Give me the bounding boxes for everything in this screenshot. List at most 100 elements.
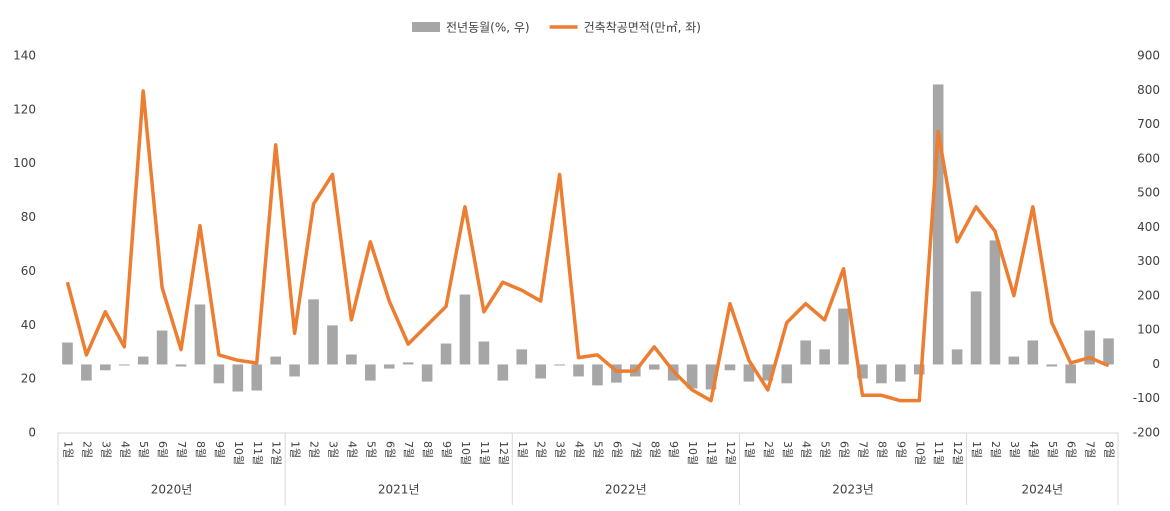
- y2-tick-label: 200: [1137, 288, 1160, 302]
- line: [65, 89, 1110, 403]
- x-tick-label: 6월: [156, 441, 169, 458]
- x-tick-label: 2월: [762, 441, 775, 458]
- bar: [270, 356, 281, 365]
- x-tick-label: 7월: [629, 441, 642, 458]
- bar: [648, 364, 660, 370]
- bar: [1084, 330, 1095, 365]
- x-tick-label: 3월: [1008, 441, 1021, 458]
- x-tick-label: 9월: [667, 441, 680, 458]
- x-tick-label: 5월: [364, 441, 377, 458]
- y-tick-label: 40: [21, 318, 36, 332]
- x-tick-label: 2월: [308, 441, 321, 458]
- x-tick-label: 12월: [270, 441, 283, 465]
- bar: [289, 364, 300, 377]
- y-tick-label: 120: [13, 102, 36, 116]
- bar: [705, 364, 717, 390]
- y-tick-label: 20: [21, 372, 36, 386]
- group-label: 2022년: [605, 483, 647, 497]
- bar: [970, 291, 982, 365]
- x-tick-label: 3월: [554, 441, 567, 458]
- x-tick-label: 9월: [440, 441, 453, 458]
- x-tick-label: 1월: [61, 441, 74, 458]
- bar: [478, 341, 490, 365]
- y2-tick-label: 600: [1137, 151, 1160, 165]
- x-tick-label: 6월: [383, 441, 396, 458]
- bar: [1046, 364, 1058, 367]
- y2-tick-label: 400: [1137, 220, 1160, 234]
- bar: [1065, 364, 1076, 384]
- x-tick-label: 10월: [686, 441, 699, 465]
- bar: [800, 340, 811, 365]
- x-tick-label: 8월: [875, 441, 888, 458]
- x-tick-label: 7월: [1084, 441, 1097, 458]
- x-tick-label: 10월: [913, 441, 926, 465]
- bar: [989, 240, 1001, 365]
- x-tick-label: 11월: [932, 441, 945, 465]
- bar: [781, 364, 793, 384]
- bar: [175, 364, 187, 367]
- x-tick-label: 5월: [1046, 441, 1059, 458]
- bar: [857, 364, 868, 379]
- y2-tick-label: -200: [1133, 426, 1160, 440]
- bar: [213, 364, 225, 384]
- bar: [516, 349, 528, 365]
- bar: [1027, 340, 1039, 365]
- bar: [554, 364, 565, 366]
- bar: [194, 304, 206, 365]
- x-tick-label: 5월: [137, 441, 150, 458]
- y2-tick-label: 800: [1137, 83, 1160, 97]
- bar: [951, 349, 963, 365]
- x-tick-label: 11월: [705, 441, 718, 465]
- x-tick-label: 8월: [648, 441, 661, 458]
- x-tick-label: 2월: [80, 441, 93, 458]
- y2-tick-label: 900: [1137, 49, 1160, 63]
- x-tick-label: 1월: [743, 441, 756, 458]
- y2-tick-label: 700: [1137, 117, 1160, 131]
- bar: [100, 364, 111, 371]
- x-tick-label: 9월: [213, 441, 226, 458]
- y2-tick-label: 300: [1137, 254, 1160, 268]
- y2-tick-label: -100: [1133, 391, 1160, 405]
- x-tick-label: 6월: [838, 441, 851, 458]
- bar: [327, 325, 338, 365]
- x-tick-label: 5월: [819, 441, 832, 458]
- legend-label: 건축착공면적(만㎡, 좌): [584, 21, 701, 35]
- group-label: 2021년: [378, 483, 420, 497]
- x-tick-label: 10월: [459, 441, 472, 465]
- x-tick-label: 11월: [478, 441, 491, 465]
- bar: [365, 364, 376, 381]
- x-tick-label: 5월: [591, 441, 604, 458]
- bar: [686, 364, 698, 389]
- x-tick-label: 4월: [800, 441, 813, 458]
- x-tick-label: 10월: [232, 441, 245, 465]
- x-tick-label: 2월: [535, 441, 548, 458]
- x-tick-label: 1월: [516, 441, 529, 458]
- x-tick-label: 4월: [573, 441, 586, 458]
- bar: [156, 330, 168, 365]
- y-tick-label: 140: [13, 49, 36, 63]
- bar: [421, 364, 433, 382]
- bar: [876, 364, 887, 384]
- bar: [743, 364, 755, 382]
- x-tick-label: 4월: [1027, 441, 1040, 458]
- x-tick-label: 6월: [610, 441, 623, 458]
- bar: [592, 364, 603, 386]
- y-tick-label: 100: [13, 156, 36, 170]
- x-tick-label: 1월: [289, 441, 302, 458]
- x-tick-label: 9월: [894, 441, 907, 458]
- x-tick-label: 6월: [1065, 441, 1078, 458]
- x-tick-label: 3월: [781, 441, 794, 458]
- bar: [402, 362, 414, 365]
- y-tick-label: 0: [28, 426, 36, 440]
- bar: [573, 364, 584, 377]
- bar: [251, 364, 263, 391]
- bar: [932, 84, 944, 365]
- bar: [118, 364, 130, 366]
- bar: [913, 364, 925, 375]
- x-tick-label: 7월: [856, 441, 869, 458]
- bar: [346, 354, 357, 365]
- bar: [137, 356, 149, 365]
- bar: [62, 342, 73, 365]
- y-tick-label: 80: [21, 210, 36, 224]
